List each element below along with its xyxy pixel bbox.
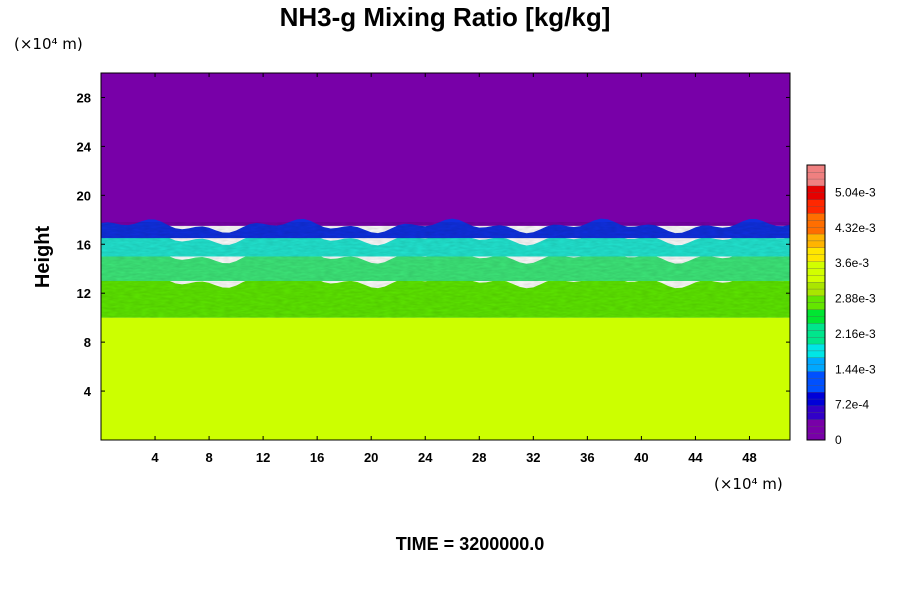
- colorbar-segment: [806, 288, 826, 297]
- colorbar-label: 1.44e-3: [835, 362, 876, 376]
- y-tick-label: 24: [77, 139, 92, 154]
- colorbar-segment: [806, 206, 826, 214]
- colorbar-segment: [806, 240, 826, 248]
- colorbar-segment: [806, 254, 826, 262]
- colorbar-segment: [806, 309, 826, 317]
- colorbar-segment: [806, 233, 826, 242]
- colorbar-segment: [806, 281, 826, 290]
- colorbar-label: 5.04e-3: [835, 186, 876, 200]
- colorbar-label: 3.6e-3: [835, 256, 869, 270]
- colorbar-label: 2.88e-3: [835, 292, 876, 306]
- x-axis-unit: (×10⁴ m): [714, 475, 783, 493]
- colorbar-segment: [806, 343, 826, 352]
- y-tick-label: 4: [84, 384, 92, 399]
- colorbar-segment: [806, 247, 826, 255]
- colorbar-segment: [806, 261, 826, 269]
- colorbar-segment: [806, 199, 826, 207]
- colorbar-label: 0: [835, 433, 842, 447]
- colorbar-segment: [806, 398, 826, 407]
- colorbar: [806, 164, 826, 441]
- colorbar-segment: [806, 192, 826, 200]
- y-tick-label: 16: [77, 237, 91, 252]
- x-tick-label: 4: [151, 450, 159, 465]
- colorbar-segment: [806, 357, 826, 365]
- colorbar-segment: [806, 316, 826, 324]
- y-tick-label: 28: [77, 90, 91, 105]
- colorbar-segment: [806, 212, 826, 221]
- colorbar-segment: [806, 178, 826, 187]
- x-tick-label: 20: [364, 450, 378, 465]
- colorbar-segment: [806, 350, 826, 358]
- heatmap-layer: [101, 317, 790, 440]
- x-tick-label: 36: [580, 450, 594, 465]
- colorbar-segment: [806, 185, 826, 193]
- colorbar-segment: [806, 384, 826, 393]
- y-tick-label: 8: [84, 335, 91, 350]
- y-axis-unit: (×10⁴ m): [14, 35, 83, 53]
- colorbar-segment: [806, 274, 826, 283]
- colorbar-segment: [806, 295, 826, 303]
- x-tick-label: 28: [472, 450, 486, 465]
- colorbar-segment: [806, 426, 826, 434]
- colorbar-segment: [806, 302, 826, 310]
- colorbar-segment: [806, 329, 826, 338]
- y-axis-label: Height: [32, 226, 54, 289]
- y-axis-ticks: 4 8 12 16 20 24 28: [77, 90, 790, 399]
- x-tick-label: 32: [526, 450, 540, 465]
- plot-frame: [100, 72, 791, 441]
- colorbar-segment: [806, 405, 826, 413]
- colorbar-segment: [806, 371, 826, 379]
- x-tick-label: 8: [205, 450, 212, 465]
- colorbar-segment: [806, 267, 826, 276]
- x-tick-label: 40: [634, 450, 648, 465]
- colorbar-segment: [806, 364, 826, 372]
- x-tick-label: 12: [256, 450, 270, 465]
- x-tick-label: 48: [742, 450, 756, 465]
- colorbar-segment: [806, 412, 826, 420]
- colorbar-segment: [806, 377, 826, 386]
- colorbar-frame: [806, 164, 826, 441]
- y-tick-label: 20: [77, 188, 91, 203]
- colorbar-segment: [806, 336, 826, 345]
- colorbar-segment: [806, 432, 826, 441]
- colorbar-segment: [806, 322, 826, 331]
- colorbar-labels: 0 7.2e-4 1.44e-3 2.16e-3 2.88e-3 3.6e-3 4.32e-…: [835, 186, 876, 448]
- x-tick-label: 44: [688, 450, 703, 465]
- heatmap-layer: [101, 73, 790, 226]
- x-tick-label: 16: [310, 450, 324, 465]
- colorbar-label: 2.16e-3: [835, 327, 876, 341]
- colorbar-label: 4.32e-3: [835, 221, 876, 235]
- plot-area: [101, 73, 790, 440]
- colorbar-label: 7.2e-4: [835, 398, 869, 412]
- time-label: TIME = 3200000.0: [396, 534, 545, 554]
- colorbar-segment: [806, 419, 826, 427]
- colorbar-segment: [806, 171, 826, 180]
- colorbar-segment: [806, 391, 826, 400]
- colorbar-segment: [806, 164, 826, 173]
- x-axis-ticks: 4 8 12 16 20 24 28 32 36 40 44 48: [151, 73, 757, 465]
- texture-overlay: [101, 222, 790, 318]
- chart-title: NH3-g Mixing Ratio [kg/kg]: [280, 2, 611, 32]
- colorbar-segment: [806, 219, 826, 228]
- colorbar-segment: [806, 226, 826, 235]
- x-tick-label: 24: [418, 450, 433, 465]
- y-tick-label: 12: [77, 286, 91, 301]
